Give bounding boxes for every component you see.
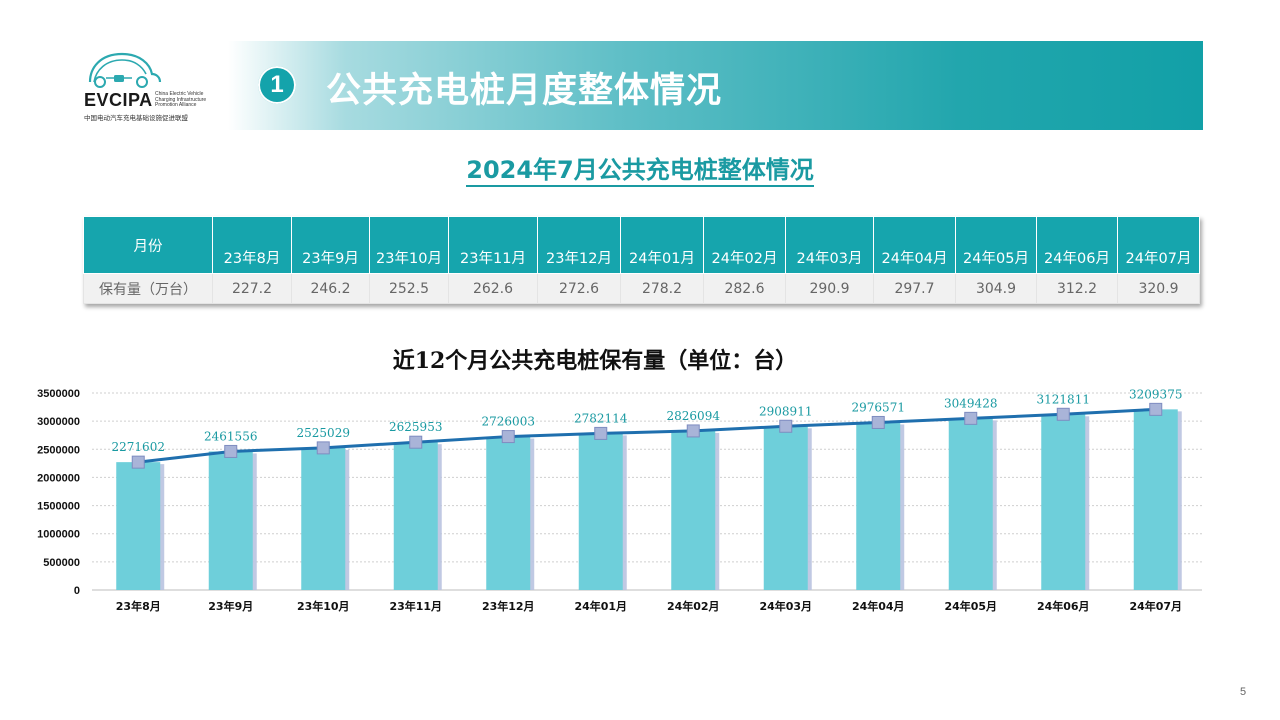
x-tick-label: 23年11月 — [389, 599, 442, 613]
line-marker — [1056, 407, 1070, 421]
trend-line — [138, 407, 1156, 464]
table-value-cell: 290.9 — [785, 273, 874, 304]
bar — [301, 447, 346, 590]
evcipa-logo: EVCIPA China Electric Vehicle Charging I… — [84, 48, 224, 128]
bar — [578, 433, 623, 590]
bar — [1133, 409, 1178, 590]
table-month-cell: 24年03月 — [785, 216, 874, 274]
table-month-cell: 23年9月 — [291, 216, 370, 274]
data-label: 2625953 — [389, 420, 442, 434]
logo-brand: EVCIPA — [84, 90, 153, 110]
stock-table: 月份 23年8月 23年9月 23年10月 23年11月 23年12月 24年0… — [83, 216, 1200, 304]
x-tick-label: 23年12月 — [482, 599, 535, 613]
line-marker — [501, 430, 515, 444]
y-tick-label: 0 — [74, 585, 80, 597]
table-value-cell: 297.7 — [873, 273, 956, 304]
x-tick-label: 23年8月 — [116, 599, 161, 613]
table-month-cell: 24年06月 — [1036, 216, 1118, 274]
table-value-cell: 320.9 — [1117, 273, 1200, 304]
table-value-cell: 278.2 — [620, 273, 704, 304]
stock-bar-line-chart: 0 500000 1000000 1500000 2000000 2500000 30000… — [37, 387, 1202, 613]
table-row-label: 保有量（万台） — [83, 273, 213, 304]
table-month-cell: 24年04月 — [873, 216, 956, 274]
data-label: 2908911 — [759, 404, 812, 418]
bar — [763, 426, 808, 590]
data-label: 2525029 — [297, 426, 350, 440]
bar — [671, 430, 716, 590]
line-marker — [594, 426, 608, 440]
table-header-label: 月份 — [83, 216, 213, 274]
data-label: 3049428 — [944, 396, 997, 410]
line-marker — [779, 419, 793, 433]
table-value-cell: 246.2 — [291, 273, 370, 304]
bar — [486, 436, 531, 590]
table-value-cell: 272.6 — [537, 273, 621, 304]
bar — [393, 442, 438, 590]
bar — [856, 422, 901, 590]
bar — [1041, 414, 1086, 590]
line-marker — [686, 424, 700, 438]
data-label: 3209375 — [1129, 387, 1182, 401]
section-title: 公共充电桩月度整体情况 — [326, 71, 723, 111]
table-month-cell: 24年02月 — [703, 216, 786, 274]
page-subtitle: 2024年7月公共充电桩整体情况 — [0, 150, 1280, 187]
line-marker — [1149, 402, 1163, 416]
table-value-cell: 304.9 — [955, 273, 1037, 304]
x-tick-label: 23年9月 — [208, 599, 253, 613]
table-value-cell: 312.2 — [1036, 273, 1118, 304]
table-value-row: 保有量（万台） 227.2 246.2 252.5 262.6 272.6 27… — [83, 273, 1200, 304]
x-tick-label: 24年02月 — [667, 599, 720, 613]
table-value-cell: 262.6 — [448, 273, 538, 304]
y-tick-label: 1500000 — [37, 501, 80, 513]
table-value-cell: 252.5 — [369, 273, 449, 304]
x-tick-label: 24年07月 — [1129, 599, 1182, 613]
data-label: 2461556 — [204, 429, 257, 443]
table-month-cell: 23年10月 — [369, 216, 449, 274]
x-tick-label: 24年06月 — [1037, 599, 1090, 613]
table-value-cell: 282.6 — [703, 273, 786, 304]
table-value-cell: 227.2 — [212, 273, 292, 304]
table-month-cell: 23年12月 — [537, 216, 621, 274]
x-tick-label: 24年01月 — [574, 599, 627, 613]
data-label: 2826094 — [667, 409, 721, 423]
x-tick-label: 24年03月 — [759, 599, 812, 613]
bar — [208, 451, 253, 590]
section-number-badge: 1 — [258, 66, 296, 104]
section-banner — [228, 41, 1203, 130]
table-month-cell: 23年11月 — [448, 216, 538, 274]
data-label: 2726003 — [482, 415, 535, 429]
x-tick-label: 24年05月 — [944, 599, 997, 613]
data-label: 2976571 — [852, 400, 905, 414]
page-number: 5 — [1240, 686, 1247, 698]
table-month-cell: 23年8月 — [212, 216, 292, 274]
y-tick-label: 3500000 — [37, 388, 80, 400]
x-tick-label: 23年10月 — [297, 599, 350, 613]
table-month-cell: 24年07月 — [1117, 216, 1200, 274]
data-label: 2271602 — [112, 440, 165, 454]
line-marker — [224, 444, 238, 458]
bar — [116, 462, 161, 590]
y-tick-label: 3000000 — [37, 416, 80, 428]
table-month-cell: 24年05月 — [955, 216, 1037, 274]
y-tick-label: 1000000 — [37, 529, 80, 541]
data-label: 2782114 — [574, 411, 628, 425]
data-label: 3121811 — [1037, 392, 1090, 406]
line-marker — [409, 435, 423, 449]
y-tick-label: 2000000 — [37, 472, 80, 484]
table-month-cell: 24年01月 — [620, 216, 704, 274]
car-plug-icon — [88, 52, 162, 88]
x-tick-label: 24年04月 — [852, 599, 905, 613]
y-tick-label: 2500000 — [37, 444, 80, 456]
chart-title: 近12个月公共充电桩保有量（单位：台） — [392, 348, 798, 374]
logo-english-name: China Electric Vehicle Charging Infrastr… — [155, 91, 207, 108]
line-marker — [871, 415, 885, 429]
y-tick-label: 500000 — [43, 557, 80, 569]
line-marker — [316, 441, 330, 455]
table-header-row: 月份 23年8月 23年9月 23年10月 23年11月 23年12月 24年0… — [83, 216, 1200, 274]
bar — [948, 418, 993, 590]
line-marker — [964, 411, 978, 425]
logo-chinese-name: 中国电动汽车充电基础设施促进联盟 — [84, 114, 188, 122]
line-marker — [131, 455, 145, 469]
